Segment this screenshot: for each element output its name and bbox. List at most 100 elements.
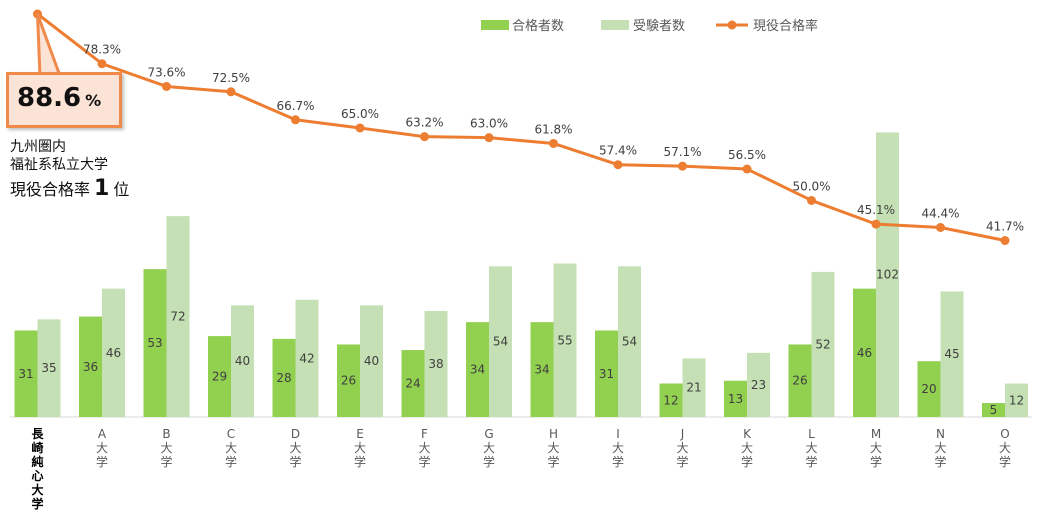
x-tick-label-char: L <box>808 427 815 441</box>
x-tick-label-char: 学 <box>934 454 946 469</box>
bar-passed <box>982 403 1005 417</box>
callout-box: 88.6% <box>6 72 122 128</box>
line-value-label: 50.0% <box>792 179 830 193</box>
bar-passed-value-label: 29 <box>212 370 227 384</box>
x-tick-label-char: 大 <box>31 482 43 497</box>
bar-passed <box>401 350 425 417</box>
x-tick-label-char: 学 <box>612 454 624 469</box>
line-point <box>484 133 494 143</box>
legend-swatch <box>601 20 629 30</box>
bar-applicants-value-label: 54 <box>622 335 637 349</box>
bar-applicants-value-label: 45 <box>944 347 959 361</box>
bar-passed <box>79 316 102 417</box>
x-tick-label-char: 大 <box>354 441 366 455</box>
bar-passed-value-label: 34 <box>534 363 549 377</box>
caption-rank: 現役合格率 1 位 <box>10 176 129 203</box>
x-tick-label-char: 心 <box>31 469 43 483</box>
line-point <box>613 160 623 170</box>
bar-applicants <box>682 358 706 417</box>
bar-applicants <box>940 291 964 417</box>
bar-passed <box>466 322 489 417</box>
x-tick-label-char: 崎 <box>31 440 43 455</box>
bar-passed-value-label: 28 <box>276 371 291 385</box>
line-point <box>871 219 881 229</box>
x-tick-label-char: 長 <box>31 426 44 441</box>
bar-applicants-value-label: 12 <box>1009 393 1024 407</box>
x-tick-label-char: C <box>227 427 235 441</box>
line-value-label: 56.5% <box>728 148 766 162</box>
line-value-label: 63.0% <box>470 117 508 131</box>
x-tick-label-char: J <box>680 427 685 441</box>
x-tick-label-char: G <box>484 427 493 441</box>
bar-applicants <box>876 132 899 418</box>
bar-passed-value-label: 46 <box>857 346 872 360</box>
bar-applicants <box>231 305 254 417</box>
line-point <box>226 87 236 97</box>
line-series-path <box>36 12 1006 242</box>
bar-passed <box>724 380 747 417</box>
x-tick-label-char: 学 <box>805 454 817 469</box>
x-tick-label-char: 学 <box>225 454 237 469</box>
bar-passed-value-label: 5 <box>990 403 998 417</box>
line-point <box>742 164 752 174</box>
x-tick-label-char: 学 <box>547 454 559 469</box>
x-tick-label-char: 学 <box>160 454 172 469</box>
bar-passed-value-label: 31 <box>18 367 33 381</box>
x-tick-label-char: 純 <box>31 454 43 469</box>
bar-applicants-value-label: 40 <box>364 354 379 368</box>
bar-passed <box>917 361 941 417</box>
bar-passed <box>272 338 296 417</box>
bar-applicants <box>489 266 512 417</box>
bar-passed-value-label: 24 <box>405 377 420 391</box>
bar-passed-value-label: 34 <box>470 363 485 377</box>
caption-line-2: 福祉系私立大学 <box>10 157 108 173</box>
bar-applicants-value-label: 35 <box>41 361 56 375</box>
x-tick-label-char: 大 <box>741 441 753 455</box>
line-value-label: 72.5% <box>212 71 250 85</box>
x-tick-label-char: 大 <box>160 441 172 455</box>
bar-applicants <box>166 216 190 417</box>
bar-passed <box>530 322 554 417</box>
callout-unit: % <box>85 91 102 110</box>
bar-passed <box>659 383 683 417</box>
bar-applicants-value-label: 52 <box>815 337 830 351</box>
x-tick-label-char: 大 <box>96 441 108 455</box>
x-tick-label-char: H <box>549 427 558 441</box>
bar-applicants-value-label: 46 <box>106 346 121 360</box>
legend-label: 現役合格率 <box>753 18 818 34</box>
line-value-label: 45.1% <box>857 203 895 217</box>
x-tick-label-char: K <box>743 427 752 441</box>
bar-applicants <box>37 319 61 417</box>
x-tick-label-char: 学 <box>31 496 43 511</box>
line-value-label: 57.4% <box>599 144 637 158</box>
bar-passed <box>788 344 812 417</box>
bar-applicants-value-label: 38 <box>428 357 443 371</box>
line-series-group <box>33 9 1010 246</box>
x-tick-label-char: D <box>291 427 300 441</box>
bar-applicants <box>747 352 770 417</box>
x-tick-label-char: F <box>421 427 428 441</box>
x-tick-label-char: 学 <box>96 454 108 469</box>
bar-passed-value-label: 20 <box>921 382 936 396</box>
bar-applicants-value-label: 72 <box>170 310 185 324</box>
bar-applicants <box>424 310 448 417</box>
x-tick-label-char: 学 <box>676 454 688 469</box>
line-value-label: 44.4% <box>921 206 959 220</box>
bar-passed <box>595 330 618 417</box>
x-tick-label-char: 大 <box>612 441 624 455</box>
bar-passed-value-label: 13 <box>728 392 743 406</box>
x-labels-group: 長崎純心大学A大学B大学C大学D大学E大学F大学G大学H大学I大学J大学K大学L… <box>31 426 1011 511</box>
x-tick-label-char: 学 <box>354 454 366 469</box>
x-tick-label-char: 学 <box>999 454 1011 469</box>
line-value-label: 41.7% <box>986 220 1024 234</box>
x-tick-label-char: 大 <box>289 441 301 455</box>
bar-applicants-value-label: 23 <box>751 378 766 392</box>
x-tick-label-char: E <box>356 427 364 441</box>
x-tick-label-char: 大 <box>805 441 817 455</box>
x-tick-label-char: I <box>616 427 620 441</box>
line-point <box>420 132 429 142</box>
line-labels-group: 78.3% 73.6% 72.5% 66.7% 65.0% 63.2% 63.0% 61.8%… <box>83 43 1024 234</box>
x-tick-label-char: N <box>936 427 945 441</box>
x-tick-label-char: 学 <box>289 454 301 469</box>
